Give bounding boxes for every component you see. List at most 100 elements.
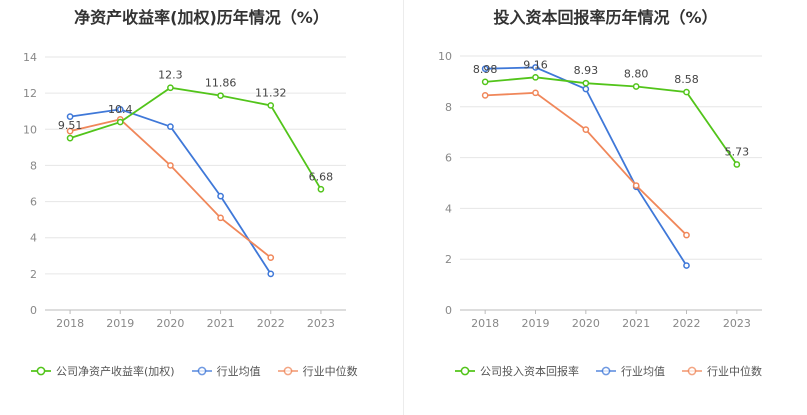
data-point[interactable] (481, 92, 489, 99)
data-point[interactable] (217, 214, 224, 222)
series-line (69, 86, 322, 190)
data-point[interactable] (66, 134, 74, 142)
chart-title: 净资产收益率(加权)历年情况（%） (74, 8, 329, 27)
data-point[interactable] (317, 185, 325, 193)
data-point[interactable] (532, 64, 539, 71)
data-point[interactable] (683, 231, 690, 239)
data-point[interactable] (582, 126, 590, 134)
x-tick-label: 2022 (257, 317, 285, 330)
y-tick-label: 8 (445, 101, 452, 114)
x-tick-label: 2020 (572, 317, 600, 330)
x-tick-label: 2021 (622, 317, 650, 330)
legend-label: 公司投入资本回报率 (480, 365, 579, 378)
x-tick-label: 2018 (56, 317, 84, 330)
data-point[interactable] (481, 65, 489, 73)
data-point[interactable] (582, 85, 590, 93)
data-point[interactable] (683, 88, 690, 96)
legend-label: 行业中位数 (707, 365, 762, 378)
data-point[interactable] (267, 270, 275, 278)
data-label: 8.80 (624, 67, 649, 80)
y-tick-label: 10 (23, 123, 37, 136)
roic-chart-panel: 投入资本回报率历年情况（%） 0 2 4 6 8 10 2018 2019 2020 2021 20… (404, 0, 807, 415)
data-point[interactable] (632, 182, 640, 189)
roe-line-chart: 0 2 4 6 8 10 12 14 2018 2019 2020 2021 2022 2023 9.51 1… (23, 51, 346, 330)
data-point[interactable] (116, 118, 124, 126)
data-label: 11.32 (255, 86, 287, 99)
data-point[interactable] (632, 83, 640, 90)
y-tick-label: 2 (30, 268, 37, 281)
data-point[interactable] (683, 262, 690, 269)
x-tick-label: 2018 (471, 317, 499, 330)
data-point[interactable] (217, 192, 224, 200)
data-point[interactable] (167, 123, 174, 130)
y-tick-label: 6 (445, 152, 452, 165)
legend-symbol (31, 366, 51, 376)
data-label: 6.68 (309, 170, 334, 183)
y-tick-label: 8 (30, 159, 37, 172)
chart-legend: 公司投入资本回报率 行业均值 行业中位数 (454, 363, 778, 379)
legend-label: 行业均值 (216, 365, 261, 378)
y-tick-label: 2 (445, 253, 452, 266)
y-tick-label: 10 (438, 50, 452, 63)
data-label: 8.98 (473, 63, 498, 76)
roe-chart-panel: 净资产收益率(加权)历年情况（%） 0 2 4 6 8 10 12 14 2018 2019 202… (0, 0, 403, 415)
legend-item[interactable]: 公司净资产收益率(加权) (30, 363, 175, 379)
y-tick-label: 6 (30, 196, 37, 209)
series-line (69, 118, 272, 259)
y-tick-label: 14 (23, 51, 37, 64)
legend-label: 行业均值 (621, 365, 665, 378)
data-point[interactable] (66, 127, 74, 135)
legend-symbol (455, 366, 475, 376)
data-point[interactable] (66, 113, 74, 120)
legend-symbol (596, 366, 616, 376)
series-line (69, 108, 272, 275)
legend-item[interactable]: 行业均值 (191, 363, 261, 379)
y-tick-label: 4 (30, 232, 37, 245)
legend-symbol (682, 366, 702, 376)
y-tick-label: 0 (30, 304, 37, 317)
x-tick-label: 2023 (723, 317, 751, 330)
data-point[interactable] (532, 73, 539, 81)
legend-item[interactable]: 行业均值 (595, 363, 665, 379)
data-label: 9.16 (523, 58, 548, 71)
legend-label: 行业中位数 (302, 365, 358, 378)
x-tick-label: 2020 (156, 317, 184, 330)
x-tick-label: 2022 (673, 317, 701, 330)
legend-symbol (191, 366, 212, 376)
legend-item[interactable]: 行业中位数 (681, 363, 762, 379)
data-label: 5.73 (725, 145, 750, 158)
data-point[interactable] (167, 84, 174, 92)
data-label: 8.93 (574, 64, 599, 77)
data-label: 11.86 (205, 77, 237, 90)
data-label: 12.3 (158, 69, 183, 82)
data-label: 9.51 (58, 119, 83, 132)
series-line (485, 91, 688, 236)
y-tick-label: 0 (445, 304, 452, 317)
roic-line-chart: 0 2 4 6 8 10 2018 2019 2020 2021 2022 2023 8.98 9.16 8… (438, 50, 762, 330)
data-point[interactable] (733, 161, 741, 168)
legend-label: 公司净资产收益率(加权) (56, 365, 175, 378)
chart-legend: 公司净资产收益率(加权) 行业均值 行业中位数 (30, 363, 374, 379)
panel-divider (403, 0, 404, 415)
series-line (485, 76, 738, 165)
y-tick-label: 4 (445, 202, 452, 215)
legend-item[interactable]: 公司投入资本回报率 (454, 363, 579, 379)
data-point[interactable] (167, 162, 174, 169)
data-point[interactable] (532, 89, 539, 97)
data-point[interactable] (217, 92, 224, 100)
data-point[interactable] (116, 106, 124, 113)
x-tick-label: 2021 (207, 317, 235, 330)
data-label: 8.58 (674, 73, 699, 86)
data-point[interactable] (481, 78, 489, 86)
data-point[interactable] (582, 79, 590, 87)
legend-symbol (277, 366, 298, 376)
data-label: 10.4 (108, 103, 133, 116)
x-tick-label: 2023 (307, 317, 335, 330)
data-point[interactable] (267, 254, 275, 261)
chart-title: 投入资本回报率历年情况（%） (493, 8, 718, 27)
x-tick-label: 2019 (522, 317, 550, 330)
data-point[interactable] (267, 102, 275, 109)
legend-item[interactable]: 行业中位数 (277, 363, 358, 379)
y-tick-label: 12 (23, 87, 37, 100)
